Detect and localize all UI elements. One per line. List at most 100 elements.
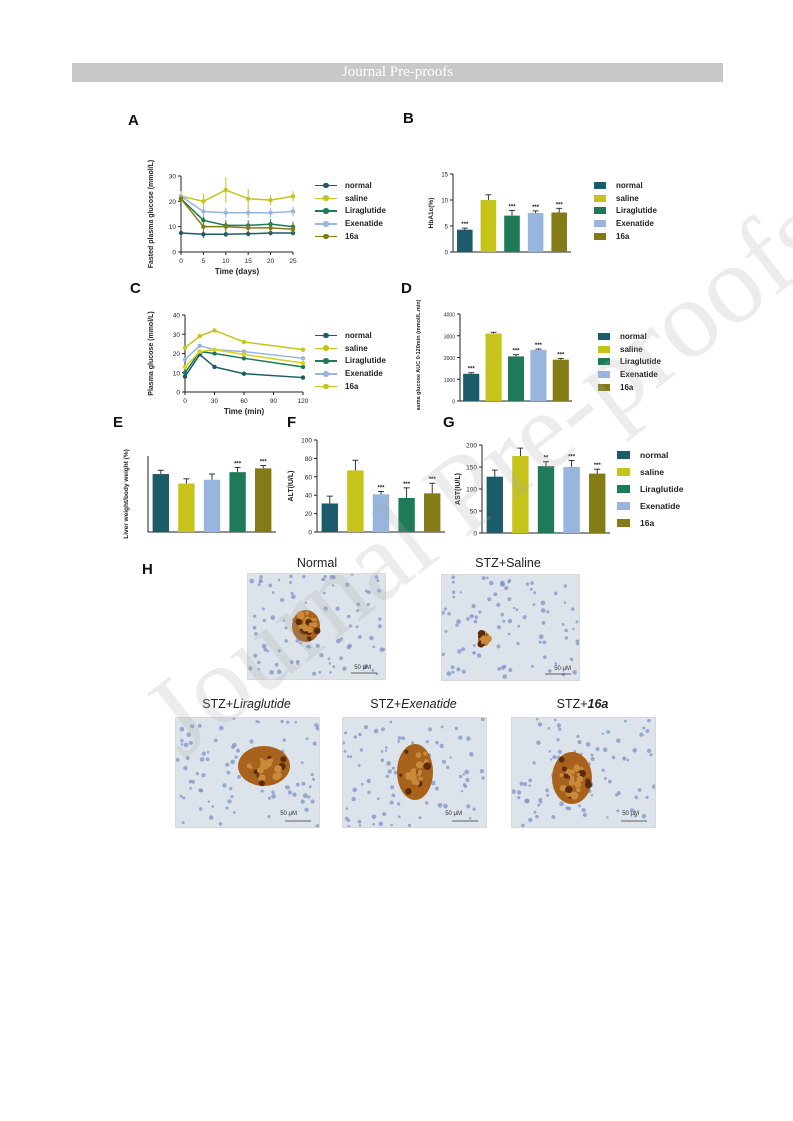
cell-nucleus (236, 748, 241, 753)
cell-nucleus (576, 642, 579, 646)
islet-cell (276, 772, 282, 779)
cell-nucleus (199, 757, 205, 762)
cell-nucleus (559, 801, 564, 807)
panel-letter-f: F (287, 414, 297, 431)
cell-nucleus (189, 786, 192, 790)
cell-nucleus (207, 800, 210, 803)
chart-g-y-tick-label: 200 (466, 443, 477, 450)
chart-a-data-point (178, 196, 184, 201)
cell-nucleus (528, 778, 533, 783)
cell-nucleus (532, 603, 536, 606)
cell-nucleus (347, 825, 351, 827)
cell-nucleus (389, 800, 394, 805)
cell-nucleus (277, 578, 281, 582)
cell-nucleus (407, 823, 412, 827)
islet-cell (561, 766, 567, 772)
cell-nucleus (183, 742, 189, 748)
cell-nucleus (286, 720, 290, 724)
chart-b-bar (457, 229, 473, 252)
cell-nucleus (519, 781, 524, 786)
cell-nucleus (651, 784, 655, 789)
journal-banner: Journal Pre-proofs (72, 63, 723, 82)
cell-nucleus (471, 603, 476, 609)
islet-cell (416, 761, 424, 769)
chart-c-data-point (241, 356, 247, 361)
chart-a-x-tick-label: 10 (222, 258, 230, 265)
cell-nucleus (443, 803, 448, 809)
cell-nucleus (646, 748, 652, 754)
panel-letter-d: D (401, 280, 412, 297)
legend-a: normal saline Liraglutide Exenatide 16a (315, 179, 386, 243)
cell-nucleus (374, 575, 379, 579)
chart-g-significance-label: ** (544, 456, 549, 462)
cell-nucleus (357, 634, 362, 639)
cell-nucleus (552, 755, 557, 760)
islet-cell (580, 766, 584, 771)
islet-cell (296, 611, 305, 620)
chart-d-significance-label: *** (557, 352, 565, 358)
chart-d-glucose-auc: 0 1000 2000 3000 4000 Plasma glucose AUC 0-12… (416, 300, 572, 410)
chart-f-bar (372, 494, 390, 532)
micrograph-title-16a: STZ+16a (556, 697, 609, 711)
chart-a-data-point (290, 227, 296, 232)
cell-nucleus (191, 779, 195, 784)
cell-nucleus (554, 662, 558, 665)
cell-nucleus (455, 623, 459, 627)
chart-f-y-axis-label: ALT(IU/L) (288, 471, 295, 502)
cell-nucleus (384, 749, 388, 752)
chart-e-bar (178, 483, 195, 532)
islet-cell (423, 762, 432, 771)
cell-nucleus (590, 753, 594, 757)
cell-nucleus (331, 584, 335, 587)
cell-nucleus (507, 632, 511, 636)
islet-cell (280, 756, 287, 763)
cell-nucleus (232, 718, 236, 721)
chart-g-bar (486, 476, 503, 533)
cell-nucleus (556, 738, 560, 742)
chart-a-fasted-glucose: 0 10 20 30 Fasted plasma glucose (mmol/L) 0 5 1… (148, 160, 297, 276)
chart-a-x-axis-label: Time (days) (215, 267, 260, 276)
cell-nucleus (461, 647, 466, 652)
cell-nucleus (601, 732, 605, 736)
cell-nucleus (201, 751, 207, 756)
micrograph-title-liraglutide: STZ+Liraglutide (202, 697, 291, 711)
chart-g-significance-label: *** (568, 454, 576, 460)
cell-nucleus (641, 813, 647, 819)
chart-d-bar (552, 359, 569, 401)
cell-nucleus (499, 580, 505, 586)
cell-nucleus (528, 817, 533, 823)
legend-a-liraglutide: Liraglutide (315, 205, 386, 218)
cell-nucleus (229, 786, 233, 791)
scale-bar: 50 μM (354, 665, 371, 671)
cell-nucleus (645, 729, 650, 733)
cell-nucleus (479, 768, 484, 774)
cell-nucleus (561, 622, 565, 626)
chart-g-y-tick-label: 50 (470, 509, 478, 516)
islet-cell (570, 791, 579, 800)
cell-nucleus (183, 765, 188, 771)
chart-d-bar (507, 356, 525, 401)
chart-d-y-axis-label: Plasma glucose AUC 0-120min (mmol/L.min) (416, 300, 422, 410)
chart-c-x-tick-label: 60 (240, 398, 248, 405)
chart-f-y-tick-label: 100 (301, 438, 312, 445)
cell-nucleus (205, 757, 210, 762)
cell-nucleus (435, 740, 439, 745)
chart-e-y-axis-label: Liver weight/body weight (%) (123, 449, 130, 539)
cell-nucleus (647, 718, 651, 723)
islet-cell (308, 622, 313, 627)
cell-nucleus (563, 601, 567, 604)
cell-nucleus (176, 757, 180, 762)
chart-g-y-tick-label: 0 (473, 531, 477, 538)
cell-nucleus (232, 811, 236, 814)
legend-b-normal: normal (594, 179, 657, 192)
cell-nucleus (554, 592, 558, 596)
micrograph-title-normal: Normal (296, 556, 338, 570)
islet-cell (481, 640, 485, 645)
chart-c-data-point (300, 356, 306, 361)
cell-nucleus (535, 814, 539, 819)
cell-nucleus (486, 576, 489, 580)
cell-nucleus (346, 614, 351, 619)
cell-nucleus (459, 591, 462, 594)
cell-nucleus (472, 807, 476, 811)
cell-nucleus (331, 575, 336, 580)
